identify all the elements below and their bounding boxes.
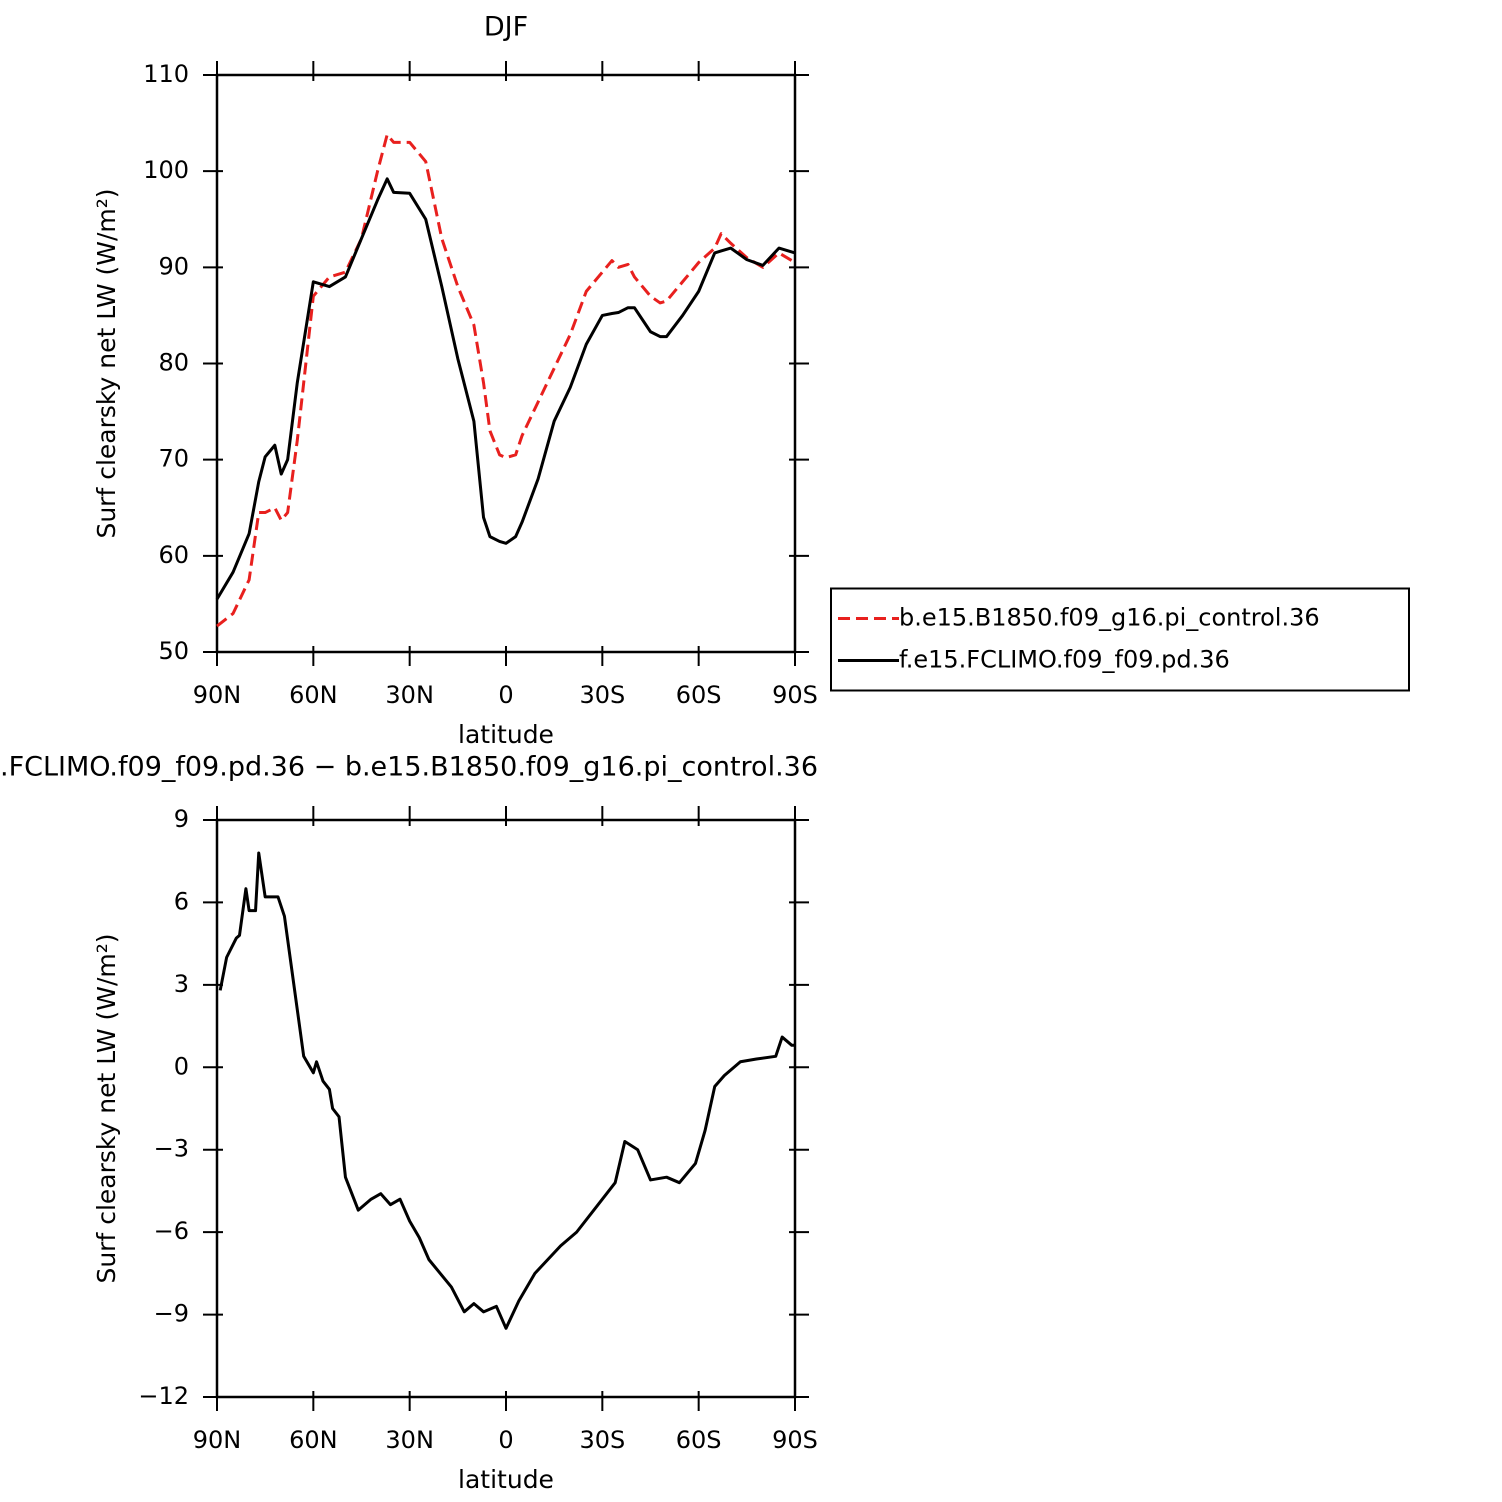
legend-box bbox=[830, 587, 1410, 692]
x-tick-label: 0 bbox=[498, 1426, 513, 1454]
x-tick-label: 90N bbox=[193, 1426, 242, 1454]
y-tick-label: −9 bbox=[154, 1300, 189, 1328]
x-tick-label: 60N bbox=[289, 681, 338, 709]
y-axis-label: Surf clearsky net LW (W/m²) bbox=[92, 188, 121, 538]
data-line bbox=[216, 133, 796, 628]
x-tick-label: 30S bbox=[579, 681, 625, 709]
y-tick-label: 6 bbox=[174, 887, 189, 915]
y-tick-label: 9 bbox=[174, 805, 189, 833]
x-tick-label: 60S bbox=[676, 681, 722, 709]
y-tick-label: 70 bbox=[158, 445, 189, 473]
x-axis-label: latitude bbox=[458, 1465, 554, 1494]
y-tick-label: 3 bbox=[174, 970, 189, 998]
legend-label: f.e15.FCLIMO.f09_f09.pd.36 bbox=[899, 646, 1230, 674]
chart-title: DJF bbox=[484, 12, 528, 43]
legend-label: b.e15.B1850.f09_g16.pi_control.36 bbox=[899, 604, 1320, 632]
x-tick-label: 60S bbox=[676, 1426, 722, 1454]
x-axis-label: latitude bbox=[458, 720, 554, 749]
plot-frame bbox=[215, 73, 797, 654]
x-tick-label: 90S bbox=[772, 681, 818, 709]
x-tick-label: 60N bbox=[289, 1426, 338, 1454]
y-tick-label: 60 bbox=[158, 541, 189, 569]
data-line bbox=[218, 851, 795, 1330]
x-tick-label: 90N bbox=[193, 681, 242, 709]
y-axis-label: Surf clearsky net LW (W/m²) bbox=[92, 933, 121, 1283]
x-tick-label: 0 bbox=[498, 681, 513, 709]
y-tick-label: −3 bbox=[154, 1135, 189, 1163]
chart-title: .FCLIMO.f09_f09.pd.36 − b.e15.B1850.f09_… bbox=[0, 752, 818, 783]
plot-frame bbox=[215, 818, 797, 1399]
y-tick-label: −12 bbox=[138, 1382, 189, 1410]
y-tick-label: 100 bbox=[143, 156, 189, 184]
y-tick-label: 110 bbox=[143, 60, 189, 88]
data-line bbox=[215, 177, 796, 600]
x-tick-label: 90S bbox=[772, 1426, 818, 1454]
y-tick-label: 80 bbox=[158, 349, 189, 377]
x-tick-label: 30N bbox=[385, 681, 434, 709]
y-tick-label: −6 bbox=[154, 1217, 189, 1245]
y-tick-label: 90 bbox=[158, 252, 189, 280]
y-tick-label: 50 bbox=[158, 637, 189, 665]
x-tick-label: 30N bbox=[385, 1426, 434, 1454]
y-tick-label: 0 bbox=[174, 1052, 189, 1080]
x-tick-label: 30S bbox=[579, 1426, 625, 1454]
